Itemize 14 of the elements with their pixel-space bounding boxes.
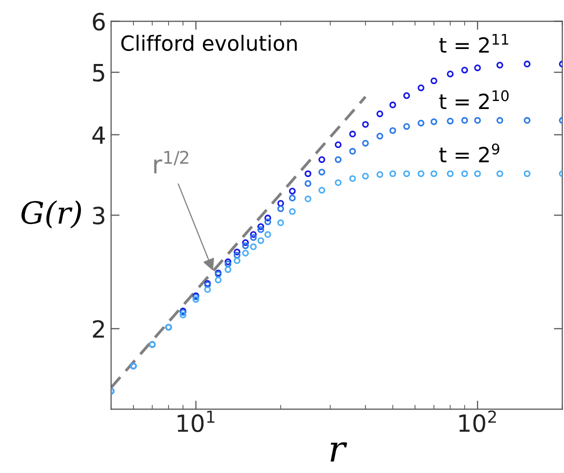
x-tick-label: 10$^{1}$ [178, 410, 214, 432]
series-label: t = 2$^{10}$ [439, 90, 509, 109]
annotation: r$^{1/2}$ [154, 150, 188, 174]
y-tick-label: 4 [92, 126, 105, 144]
series-label: t = 2$^{11}$ [439, 34, 508, 53]
y-tick-label: 2 [92, 320, 104, 338]
y-tick-label: 5 [93, 64, 104, 82]
y-tick-label: 3 [93, 206, 104, 225]
x-tick-label: 10$^{2}$ [459, 410, 496, 432]
x-axis-title: r [330, 442, 348, 462]
series-label: t = 2$^{9}$ [439, 143, 500, 162]
y-axis-title: G(r) [21, 200, 81, 228]
annotation: Clifford evolution [121, 34, 297, 51]
y-tick-label: 6 [92, 12, 105, 31]
